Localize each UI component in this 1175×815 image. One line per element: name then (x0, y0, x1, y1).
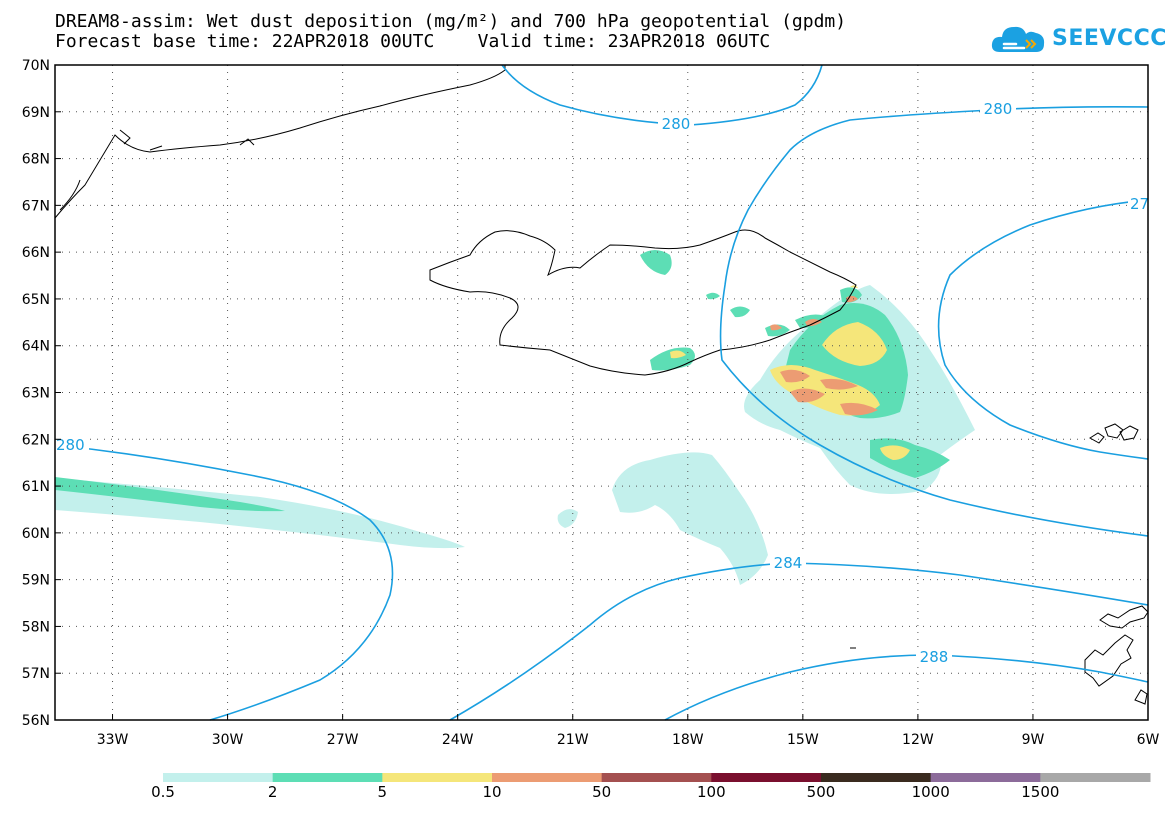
contour-280-west (54, 444, 394, 721)
lat-tick-label: 68N (22, 152, 50, 168)
colorbar-segment (382, 773, 493, 782)
geopotential-contours (54, 64, 1149, 721)
lon-tick-label: 24W (442, 732, 474, 748)
lat-tick-label: 62N (22, 432, 50, 448)
logo-text: SEEVCCC (1052, 25, 1167, 51)
colorbar-label: 500 (806, 783, 836, 801)
contour-280-northeast (719, 106, 1149, 537)
lat-tick-label: 59N (22, 573, 50, 589)
colorbar-label: 0.5 (151, 783, 175, 801)
contour-label: 280 (984, 100, 1013, 118)
lat-tick-label: 63N (22, 386, 50, 402)
colorbar-label: 2 (267, 783, 278, 801)
colorbar-label: 10 (482, 783, 502, 801)
lat-tick-label: 67N (22, 198, 50, 214)
lat-tick-label: 56N (22, 713, 50, 729)
contour-labels: 280 280 27 280 284 288 (55, 100, 1150, 666)
lat-tick-label: 69N (22, 105, 50, 121)
lon-tick-label: 33W (97, 732, 129, 748)
colorbar-segment (272, 773, 383, 782)
colorbar-segment (821, 773, 932, 782)
latitude-labels: 70N 69N 68N 67N 66N 65N 64N 63N 62N 61N 60N 59N 58N 5… (22, 58, 61, 729)
contour-288 (664, 654, 1149, 721)
seevccc-logo: SEEVCCC (990, 20, 1167, 56)
contour-284 (449, 562, 1149, 721)
colorbar-label: 5 (377, 783, 388, 801)
contour-label: 284 (774, 554, 803, 572)
colorbar-label: 50 (592, 783, 612, 801)
colorbar-segment (1040, 773, 1151, 782)
lat-tick-label: 58N (22, 619, 50, 635)
lat-tick-label: 65N (22, 292, 50, 308)
coastlines (54, 65, 1149, 705)
contour-27x-east (937, 199, 1149, 460)
lon-tick-label: 9W (1022, 732, 1045, 748)
contour-label: 288 (920, 648, 949, 666)
lon-tick-label: 15W (787, 732, 819, 748)
colorbar-segment (492, 773, 603, 782)
lat-tick-label: 70N (22, 58, 50, 74)
contour-label: 280 (662, 115, 691, 133)
lat-tick-label: 64N (22, 339, 50, 355)
lat-tick-label: 61N (22, 479, 50, 495)
longitude-labels: 33W 30W 27W 24W 21W 18W 15W 12W 9W 6W (97, 714, 1160, 748)
cloud-icon (991, 26, 1045, 52)
lon-tick-label: 12W (902, 732, 934, 748)
colorbar-label: 1500 (1021, 783, 1060, 801)
dust-field (55, 250, 975, 585)
colorbar-segment (930, 773, 1041, 782)
lat-tick-label: 60N (22, 526, 50, 542)
colorbar (163, 773, 1151, 782)
colorbar-segment (711, 773, 822, 782)
map-subtitle-times: Forecast base time: 22APR2018 00UTC Vali… (55, 31, 771, 52)
lon-tick-label: 21W (557, 732, 589, 748)
lat-tick-label: 66N (22, 245, 50, 261)
map-title: DREAM8-assim: Wet dust deposition (mg/m²… (55, 11, 847, 32)
colorbar-label: 1000 (911, 783, 950, 801)
lon-tick-label: 27W (327, 732, 359, 748)
lon-tick-label: 30W (212, 732, 244, 748)
graticule (55, 65, 1148, 720)
lon-tick-label: 6W (1137, 732, 1160, 748)
colorbar-segment (601, 773, 712, 782)
contour-label: 280 (56, 436, 85, 454)
contour-label: 27 (1130, 195, 1149, 213)
lat-tick-label: 57N (22, 666, 50, 682)
colorbar-segment (163, 773, 274, 782)
lon-tick-label: 18W (672, 732, 704, 748)
colorbar-label: 100 (697, 783, 726, 801)
